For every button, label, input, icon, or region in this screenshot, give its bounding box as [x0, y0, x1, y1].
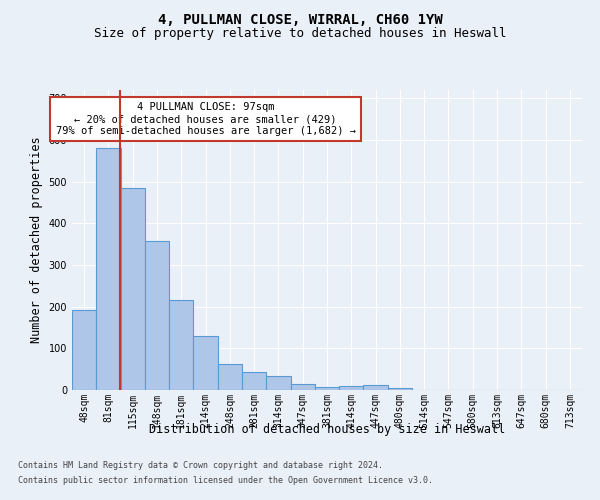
Bar — [218, 364, 242, 390]
Bar — [388, 388, 412, 390]
Text: 4 PULLMAN CLOSE: 97sqm
← 20% of detached houses are smaller (429)
79% of semi-de: 4 PULLMAN CLOSE: 97sqm ← 20% of detached… — [56, 102, 356, 136]
Bar — [242, 372, 266, 390]
Text: Distribution of detached houses by size in Heswall: Distribution of detached houses by size … — [149, 422, 505, 436]
Bar — [145, 241, 169, 390]
Bar — [266, 376, 290, 390]
Bar — [96, 148, 121, 390]
Bar — [169, 300, 193, 390]
Bar — [364, 386, 388, 390]
Bar — [290, 384, 315, 390]
Text: Contains HM Land Registry data © Crown copyright and database right 2024.: Contains HM Land Registry data © Crown c… — [18, 461, 383, 470]
Bar — [121, 188, 145, 390]
Text: Size of property relative to detached houses in Heswall: Size of property relative to detached ho… — [94, 28, 506, 40]
Text: Contains public sector information licensed under the Open Government Licence v3: Contains public sector information licen… — [18, 476, 433, 485]
Bar — [72, 310, 96, 390]
Bar — [339, 386, 364, 390]
Text: 4, PULLMAN CLOSE, WIRRAL, CH60 1YW: 4, PULLMAN CLOSE, WIRRAL, CH60 1YW — [158, 12, 442, 26]
Y-axis label: Number of detached properties: Number of detached properties — [30, 136, 43, 344]
Bar — [193, 336, 218, 390]
Bar — [315, 386, 339, 390]
